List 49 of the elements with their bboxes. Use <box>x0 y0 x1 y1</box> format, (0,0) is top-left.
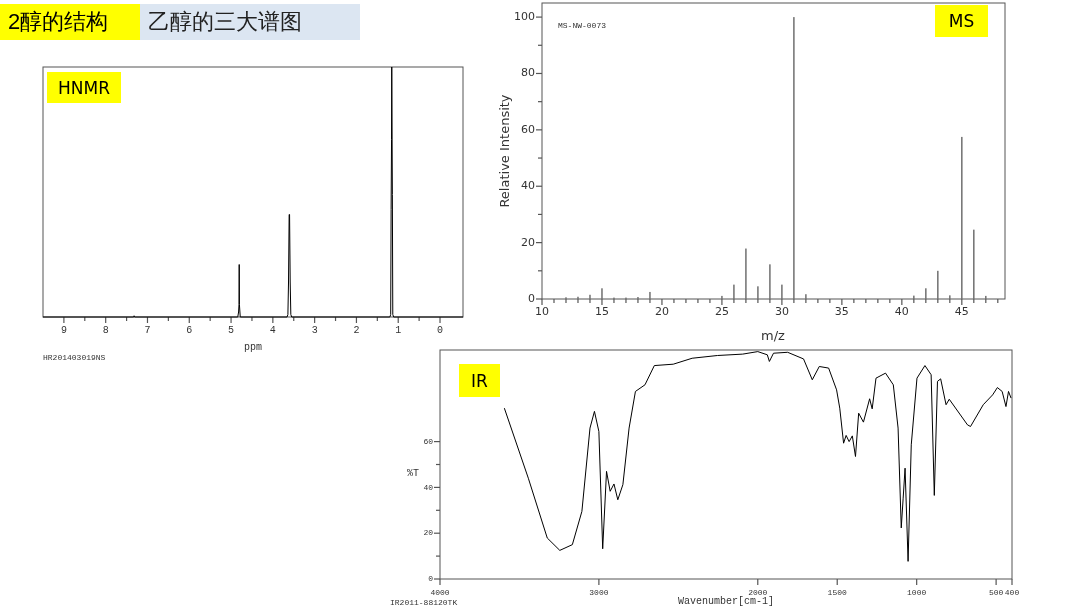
text: MS <box>948 11 975 31</box>
x-tick-label: 4000 <box>430 588 450 597</box>
x-tick-label: 20 <box>654 305 669 318</box>
x-tick-label: 5 <box>228 325 235 336</box>
x-tick-label: 0 <box>437 325 444 336</box>
x-tick-label: 1000 <box>907 588 927 597</box>
y-tick-label: 100 <box>514 10 535 24</box>
x-tick-label: 3 <box>311 325 318 336</box>
y-tick-label: 0 <box>428 574 434 584</box>
text: HNMR <box>58 77 111 98</box>
annotation: MS-NW-0073 <box>558 21 607 30</box>
text: IR2011-88120TK <box>390 598 458 607</box>
y-tick-label: 60 <box>423 436 434 446</box>
x-tick-label: 3000 <box>589 588 609 597</box>
x-tick-label: 6 <box>186 325 193 336</box>
x-tick-label: 7 <box>144 325 151 336</box>
y-tick-label: 80 <box>521 66 535 80</box>
y-tick-label: 20 <box>521 235 535 249</box>
x-tick-label: 9 <box>60 325 67 336</box>
x-tick-label: 2 <box>353 325 360 336</box>
x-tick-label: 25 <box>714 305 729 318</box>
x-tick-label: 45 <box>954 305 969 318</box>
y-axis-title: Relative Intensity <box>496 94 512 208</box>
x-tick-label: 30 <box>774 305 789 318</box>
x-tick-label: 10 <box>535 305 549 318</box>
line-series <box>503 351 1012 562</box>
x-tick-label: 500 <box>988 588 1004 597</box>
x-tick-label: 8 <box>102 325 109 336</box>
y-tick-label: 60 <box>521 122 535 136</box>
y-tick-label: 40 <box>521 179 535 193</box>
x-axis-title: m/z <box>761 328 786 343</box>
text: 乙醇的三大谱图 <box>148 8 302 34</box>
x-axis-title: ppm <box>243 342 263 353</box>
x-tick-label: 400 <box>1004 588 1020 597</box>
text: IR <box>471 370 489 391</box>
y-axis-title: %T <box>406 467 420 479</box>
text: HR201403019NS <box>43 353 106 362</box>
x-tick-label: 1 <box>395 325 402 336</box>
x-tick-label: 4 <box>269 325 276 336</box>
x-tick-label: 35 <box>834 305 849 318</box>
x-tick-label: 40 <box>894 305 909 318</box>
text: 2醇的结构 <box>8 8 109 34</box>
x-tick-label: 2000 <box>748 588 768 597</box>
y-tick-label: 20 <box>423 528 434 538</box>
x-axis-title: Wavenumber[cm-1] <box>677 596 775 607</box>
y-tick-label: 40 <box>423 482 434 492</box>
x-tick-label: 1500 <box>827 588 848 597</box>
x-tick-label: 15 <box>594 305 609 318</box>
y-tick-label: 0 <box>528 292 535 305</box>
